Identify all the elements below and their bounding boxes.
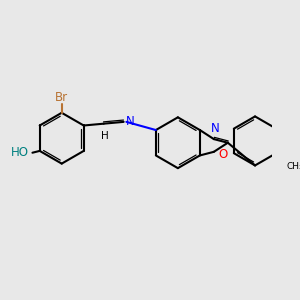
Text: H: H <box>101 131 109 141</box>
Text: N: N <box>126 116 135 128</box>
Text: Br: Br <box>55 91 68 104</box>
Text: O: O <box>218 148 228 161</box>
Text: HO: HO <box>11 146 29 159</box>
Text: CH₃: CH₃ <box>286 162 300 171</box>
Text: N: N <box>210 122 219 135</box>
